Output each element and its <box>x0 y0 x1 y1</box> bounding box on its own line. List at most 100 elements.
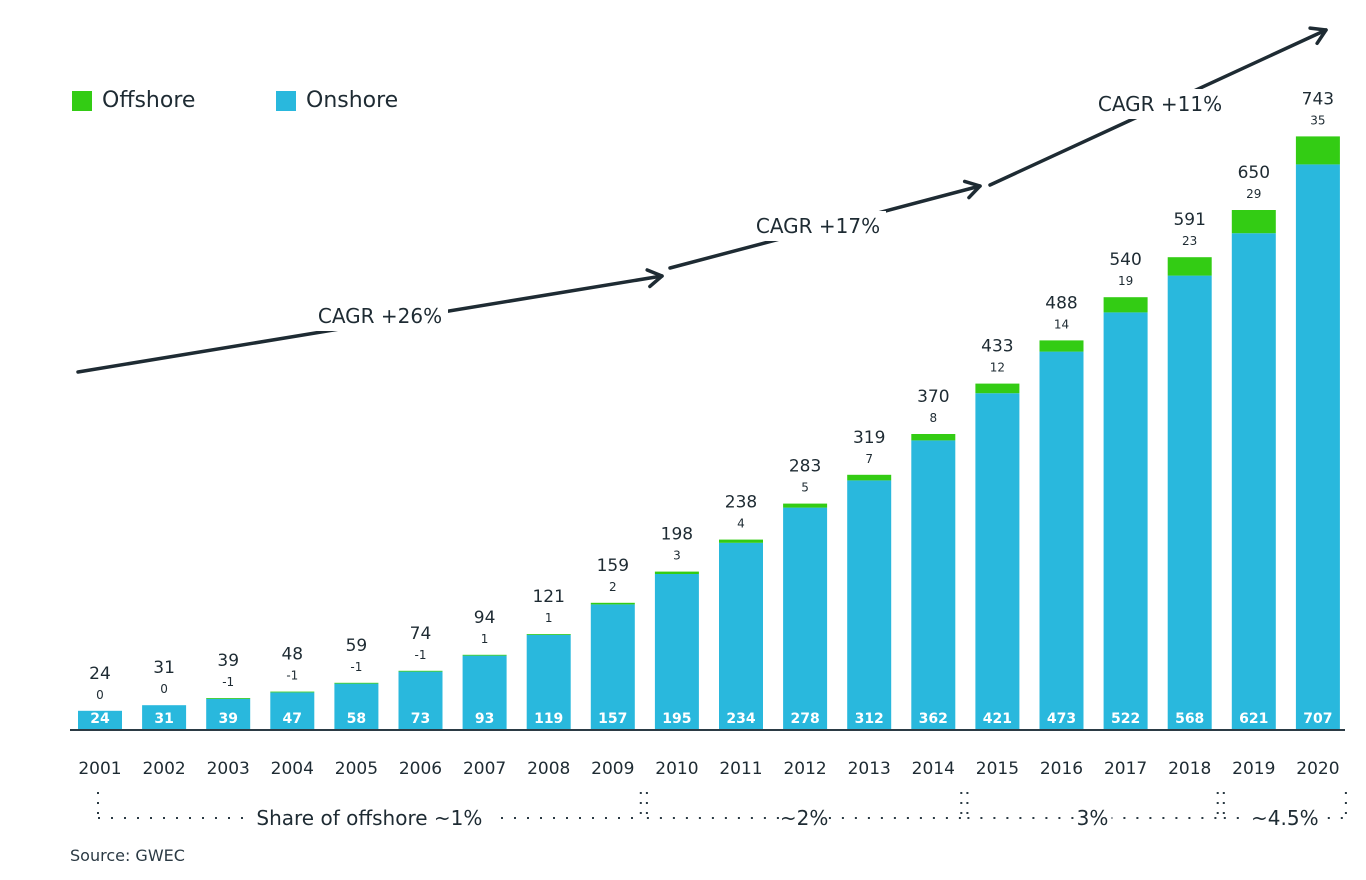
x-tick-label: 2016 <box>1040 759 1083 779</box>
bar-onshore <box>975 393 1020 730</box>
cagr-label-background <box>750 211 886 241</box>
onshore-value-label: 39 <box>218 711 237 727</box>
total-label: 24 <box>89 664 111 684</box>
bar-onshore <box>847 480 892 730</box>
total-label: 650 <box>1238 163 1270 183</box>
total-label: 198 <box>661 525 693 545</box>
x-tick-label: 2004 <box>271 759 314 779</box>
x-tick-label: 2020 <box>1296 759 1339 779</box>
bar-offshore <box>847 474 892 481</box>
share-label: ~4.5% <box>1251 806 1319 830</box>
onshore-value-label: 312 <box>855 711 884 727</box>
bar-offshore <box>911 434 956 441</box>
bar-onshore <box>526 634 571 730</box>
cagr-label: CAGR +26% <box>318 304 442 328</box>
bar-offshore <box>1167 257 1212 276</box>
onshore-value-label: 234 <box>726 711 755 727</box>
bar-offshore <box>1103 297 1148 313</box>
x-tick-label: 2017 <box>1104 759 1147 779</box>
x-tick-label: 2011 <box>719 759 762 779</box>
x-tick-label: 2018 <box>1168 759 1211 779</box>
bar-onshore <box>462 655 507 730</box>
cagr-label: CAGR +17% <box>756 214 880 238</box>
onshore-value-label: 568 <box>1175 711 1204 727</box>
offshore-label: -1 <box>222 675 234 689</box>
offshore-label: 35 <box>1310 113 1325 127</box>
bar-onshore <box>270 692 315 730</box>
onshore-value-label: 73 <box>411 711 430 727</box>
total-label: 319 <box>853 428 885 448</box>
bar-offshore <box>398 670 443 672</box>
bar-offshore <box>526 634 571 635</box>
offshore-label: 8 <box>929 411 937 425</box>
x-tick-label: 2001 <box>78 759 121 779</box>
bar-offshore <box>1039 340 1084 352</box>
cagr-arrow-head <box>1308 26 1328 46</box>
bar-offshore <box>590 602 635 605</box>
offshore-label: 5 <box>801 481 809 495</box>
x-tick-label: 2013 <box>848 759 891 779</box>
offshore-label: -1 <box>350 660 362 674</box>
total-label: 743 <box>1302 89 1334 109</box>
total-label: 94 <box>474 608 496 628</box>
bar-offshore <box>719 539 763 543</box>
onshore-value-label: 362 <box>919 711 948 727</box>
x-tick-label: 2014 <box>912 759 955 779</box>
x-tick-label: 2008 <box>527 759 570 779</box>
bar-offshore <box>334 682 379 684</box>
x-tick-label: 2015 <box>976 759 1019 779</box>
offshore-label: 3 <box>673 549 681 563</box>
onshore-value-label: 157 <box>598 711 627 727</box>
bar-onshore <box>783 507 828 730</box>
x-tick-label: 2019 <box>1232 759 1275 779</box>
bar-offshore <box>462 654 507 656</box>
bar-onshore <box>719 542 763 730</box>
offshore-label: 14 <box>1054 317 1069 331</box>
total-label: 48 <box>281 645 303 665</box>
x-tick-label: 2012 <box>783 759 826 779</box>
legend-label-onshore: Onshore <box>306 88 399 113</box>
offshore-label: -1 <box>415 648 427 662</box>
legend-offshore: Offshore <box>72 88 195 113</box>
bar-onshore <box>78 710 122 730</box>
onshore-value-label: 31 <box>154 711 173 727</box>
total-label: 540 <box>1109 250 1141 270</box>
offshore-label: 4 <box>737 517 745 531</box>
bar-offshore <box>975 383 1020 394</box>
bar-onshore <box>1039 351 1084 730</box>
offshore-label: 0 <box>160 682 168 696</box>
onshore-value-label: 119 <box>534 711 563 727</box>
onshore-value-label: 707 <box>1303 711 1332 727</box>
bar-offshore <box>270 691 315 693</box>
offshore-label: -1 <box>286 669 298 683</box>
bar-onshore <box>1231 233 1276 730</box>
share-label-background <box>245 800 493 826</box>
total-label: 121 <box>532 587 564 607</box>
onshore-value-label: 473 <box>1047 711 1076 727</box>
share-label-background <box>1249 800 1321 826</box>
bar-onshore <box>206 698 251 730</box>
bar-onshore <box>398 671 443 730</box>
cagr-label: CAGR +11% <box>1098 92 1222 116</box>
onshore-value-label: 278 <box>790 711 819 727</box>
offshore-label: 2 <box>609 580 617 594</box>
source-note: Source: GWEC <box>70 846 185 865</box>
bar-offshore <box>1231 210 1276 234</box>
bar-onshore <box>1295 164 1340 730</box>
onshore-value-label: 195 <box>662 711 691 727</box>
legend-onshore: Onshore <box>276 88 398 113</box>
offshore-label: 7 <box>865 452 873 466</box>
legend-swatch-offshore <box>72 90 92 111</box>
x-tick-label: 2002 <box>142 759 185 779</box>
bar-offshore <box>783 503 828 508</box>
share-label: Share of offshore ~1% <box>256 806 482 830</box>
offshore-label: 0 <box>96 688 104 702</box>
onshore-value-label: 621 <box>1239 711 1268 727</box>
cagr-label-background <box>312 301 448 331</box>
cagr-arrow-head <box>962 179 982 200</box>
onshore-value-label: 47 <box>283 711 302 727</box>
share-label: ~2% <box>780 806 829 830</box>
total-label: 488 <box>1045 293 1077 313</box>
share-label-background <box>1073 800 1112 826</box>
